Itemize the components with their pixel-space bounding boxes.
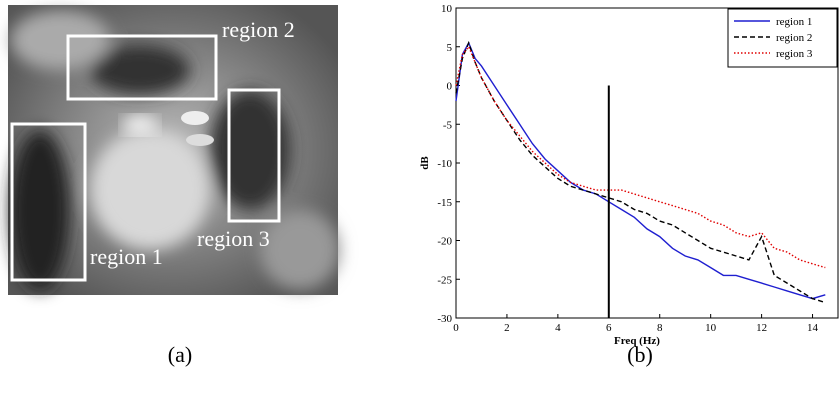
x-tick-label: 2 (504, 322, 510, 334)
caption: (b) (627, 342, 653, 367)
legend-label: region 2 (776, 32, 812, 44)
y-tick-label: 5 (447, 42, 453, 54)
series-line (455, 40, 826, 304)
region-label: region 2 (222, 17, 295, 42)
x-axis-label: Freq (Hz) (614, 335, 660, 347)
x-tick-label: 14 (807, 322, 819, 334)
region-label: region 3 (197, 226, 270, 251)
y-tick-label: -5 (443, 119, 453, 131)
y-tick-label: -30 (437, 313, 452, 325)
photo: region 1 region 2 region 3 (8, 5, 340, 295)
series-line (455, 45, 826, 269)
legend-label: region 3 (776, 48, 813, 60)
x-tick-label: 4 (555, 322, 561, 334)
y-tick-label: -25 (437, 274, 452, 286)
x-tick-label: 8 (657, 322, 663, 334)
x-tick-label: 6 (606, 322, 612, 334)
y-tick-label: 0 (447, 81, 453, 93)
caption: (a) (168, 342, 192, 367)
y-tick-label: -10 (437, 158, 452, 170)
series-line (455, 41, 826, 300)
legend (727, 8, 838, 68)
x-tick-label: 12 (756, 322, 767, 334)
chart: -30 -25 -20 -15 -10 -5 0 5 10 0 2 4 6 8 10 12 14 Freq (Hz… (419, 3, 839, 347)
y-tick-label: -20 (437, 236, 452, 248)
y-tick-label: -15 (437, 197, 452, 209)
y-tick-label: 10 (441, 3, 453, 15)
y-axis-label: dB (419, 156, 431, 170)
region-label: region 1 (90, 244, 163, 269)
legend-label: region 1 (776, 16, 812, 28)
x-tick-label: 0 (453, 322, 459, 334)
x-tick-label: 10 (705, 322, 717, 334)
